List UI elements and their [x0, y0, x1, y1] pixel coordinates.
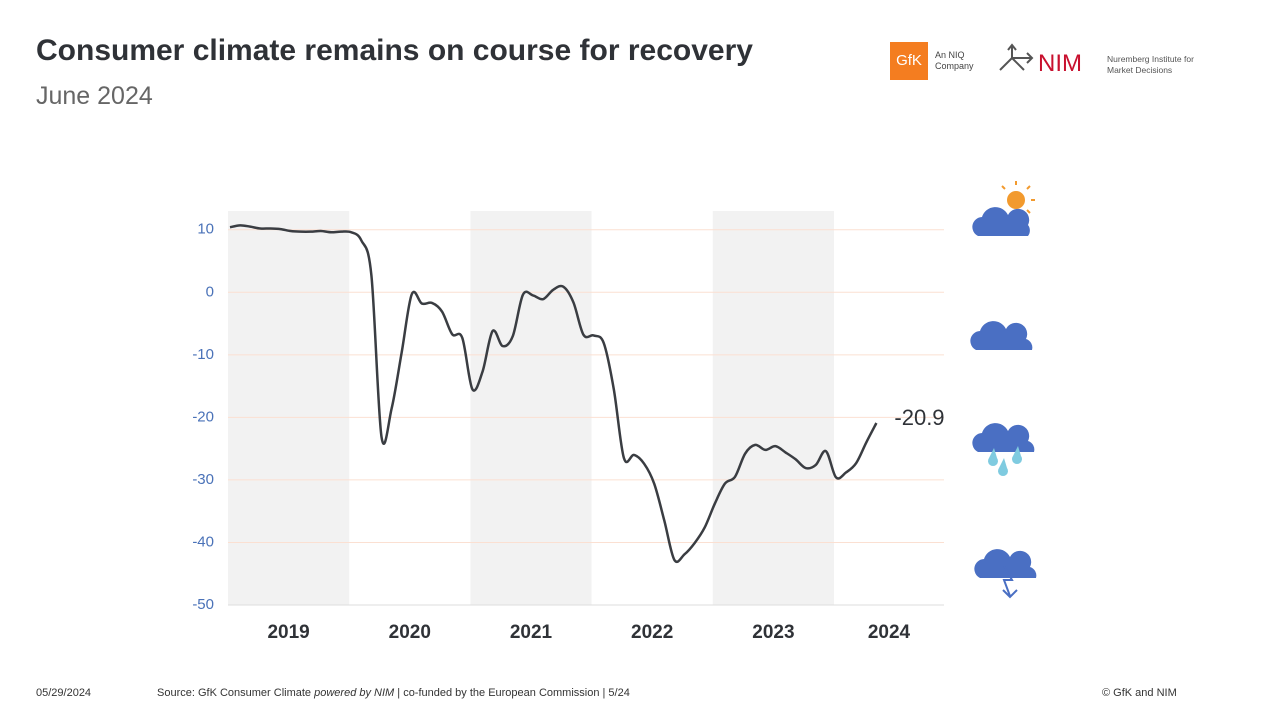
gfk-logo: GfK — [890, 42, 928, 80]
line — [229, 224, 878, 564]
y-tick-label: -20 — [192, 408, 214, 425]
x-tick-label: 2023 — [752, 622, 794, 643]
nim-tagline: Nuremberg Institute for Market Decisions — [1107, 54, 1194, 75]
x-tick-label: 2021 — [510, 622, 553, 643]
source: Source: GfK Consumer Climate — [157, 687, 315, 699]
footer-date: 05/29/2024 — [36, 687, 92, 699]
y-tick-label: -10 — [192, 346, 214, 363]
source-italic: powered by NIM — [314, 687, 395, 699]
y-tick-label: -30 — [192, 471, 214, 488]
gfk-tagline: An NIQ Company — [935, 50, 974, 71]
year-band — [712, 211, 834, 605]
value-label: -20.9 — [894, 405, 944, 430]
y-tick-label: -50 — [192, 596, 214, 613]
x-tick-label: 2022 — [631, 622, 673, 643]
y-tick-label: -40 — [192, 533, 214, 550]
weather-icons — [970, 181, 1037, 599]
nim-arrow — [999, 43, 1034, 71]
year-band — [470, 211, 592, 605]
copyright: © GfK and NIM — [1102, 687, 1177, 699]
nim-logo: NIM — [1038, 50, 1082, 77]
x-tick-label: 2024 — [868, 622, 911, 643]
y-tick-label: 10 — [197, 221, 214, 238]
source: | co-funded by the European Commission |… — [394, 687, 630, 699]
subtitle: June 2024 — [36, 82, 153, 110]
footer-source: Source: GfK Consumer Climate powered by … — [157, 687, 630, 699]
x-tick-label: 2019 — [267, 622, 309, 643]
y-tick-label: 0 — [206, 283, 214, 300]
title: Consumer climate remains on course for r… — [36, 34, 753, 67]
x-tick-label: 2020 — [389, 622, 431, 643]
year-band — [228, 211, 350, 605]
